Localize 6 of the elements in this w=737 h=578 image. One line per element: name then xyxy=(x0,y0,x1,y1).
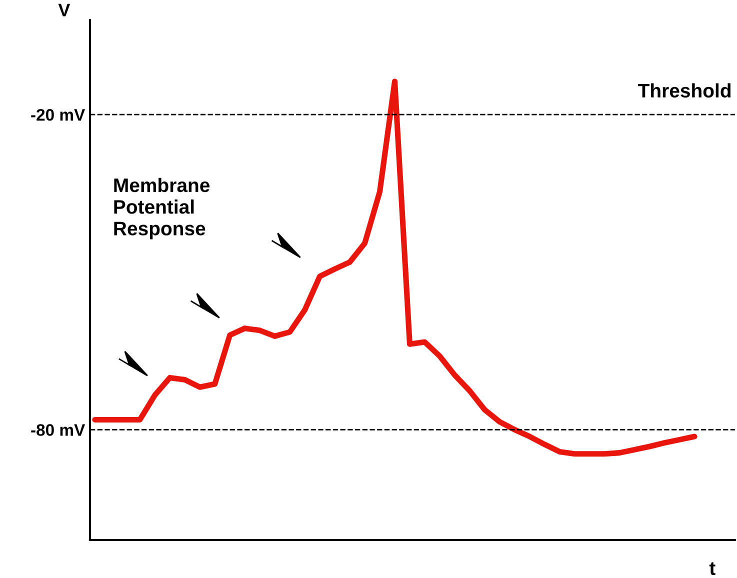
annotation: Membrane Potential Response xyxy=(114,178,210,240)
y-axis-title: V xyxy=(58,4,70,16)
y-tick-label: -20 mV xyxy=(31,108,86,121)
ref-line-label: Threshold xyxy=(638,83,730,98)
y-tick-label: -80 mV xyxy=(31,424,86,436)
x-axis-title: t xyxy=(709,562,716,576)
